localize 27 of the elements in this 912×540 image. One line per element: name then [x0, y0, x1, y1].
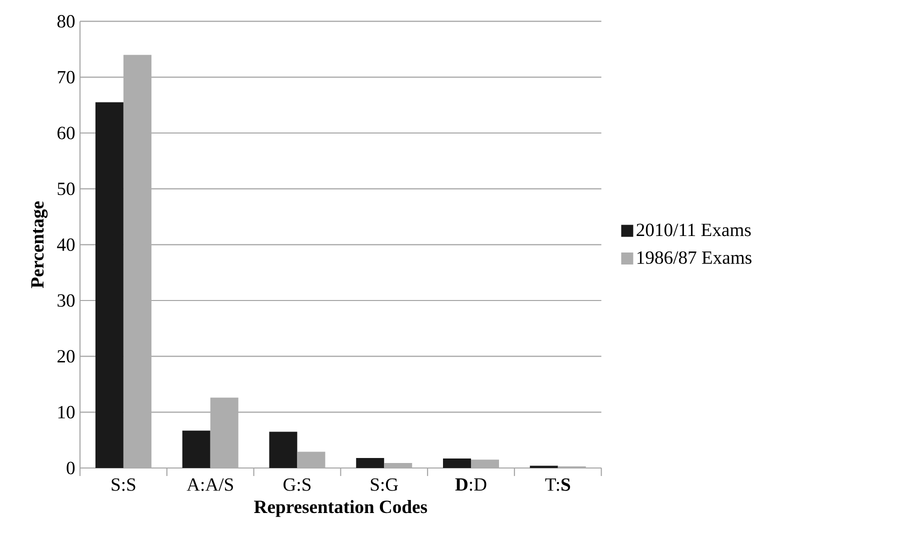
- bar: [95, 102, 124, 468]
- y-tick-label: 0: [66, 462, 75, 474]
- legend-label: 2010/11 Exams: [636, 224, 751, 236]
- y-tick-label: 50: [58, 182, 75, 196]
- bar: [356, 458, 384, 468]
- x-tick-label: S:S: [112, 478, 136, 491]
- y-tick-label: 20: [58, 350, 75, 363]
- legend-label: 1986/87 Exams: [638, 251, 752, 264]
- bar: [471, 460, 499, 468]
- y-tick-label: 80: [57, 15, 75, 28]
- bar: [182, 430, 210, 468]
- bar: [269, 432, 298, 468]
- x-tick-label: D:D: [455, 478, 486, 491]
- y-tick-label: 30: [58, 294, 75, 307]
- bar: [297, 452, 326, 468]
- y-tick-label: 70: [58, 70, 75, 84]
- y-tick-label: 10: [58, 406, 75, 418]
- x-axis-title: Representation Codes: [254, 500, 428, 517]
- y-tick-label: 60: [58, 126, 75, 140]
- y-tick-label: 40: [57, 238, 75, 251]
- x-tick-label: S:G: [370, 478, 398, 491]
- bar: [443, 458, 471, 468]
- bar: [384, 462, 412, 468]
- x-tick-label: G:S: [284, 478, 311, 491]
- y-axis-title: Percentage: [31, 201, 48, 288]
- x-tick-label: T:S: [545, 478, 570, 491]
- x-tick-label: A:A/S: [186, 478, 233, 491]
